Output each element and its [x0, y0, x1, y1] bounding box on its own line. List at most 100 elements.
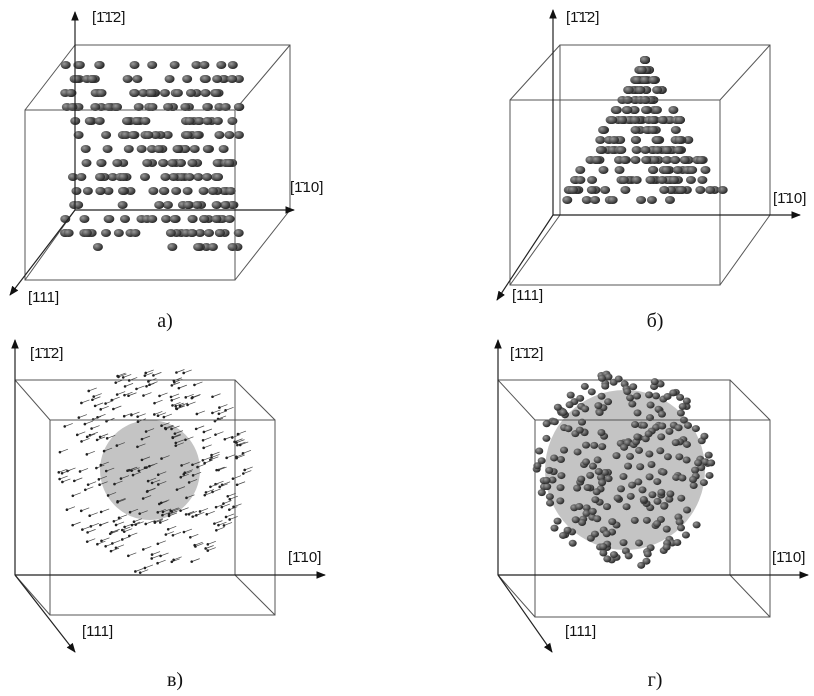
atom: [190, 145, 200, 153]
atom: [648, 166, 658, 174]
atom: [629, 383, 637, 390]
atom: [158, 159, 168, 167]
atom: [215, 529, 218, 532]
atom: [164, 427, 167, 430]
atom: [652, 106, 662, 114]
atom: [591, 531, 599, 538]
atom: [147, 480, 150, 483]
atom: [95, 117, 105, 125]
atom: [663, 544, 671, 551]
atom: [689, 476, 697, 483]
atom: [116, 393, 119, 396]
atom: [72, 494, 75, 497]
cluster-core: [100, 420, 200, 520]
atom: [619, 473, 627, 480]
atom: [661, 166, 671, 174]
atom: [156, 562, 159, 565]
atom: [632, 146, 642, 154]
atom: [659, 469, 667, 476]
atom: [86, 436, 89, 439]
atom: [589, 463, 597, 470]
atom: [139, 571, 142, 574]
atom: [104, 402, 107, 405]
atom: [124, 145, 134, 153]
atom: [157, 414, 160, 417]
atom: [157, 473, 160, 476]
atom: [193, 243, 203, 251]
axis-y-label: [111]: [512, 287, 543, 304]
atom: [203, 431, 206, 434]
atom: [631, 421, 639, 428]
atom: [213, 117, 223, 125]
atom: [196, 413, 199, 416]
atom: [140, 173, 150, 181]
atom: [112, 159, 122, 167]
atom: [694, 459, 702, 466]
atom: [120, 477, 123, 480]
atom: [185, 117, 195, 125]
atom: [216, 61, 226, 69]
atom: [601, 383, 609, 390]
atom: [143, 131, 153, 139]
atom: [215, 229, 225, 237]
atom: [171, 404, 174, 407]
atom: [556, 497, 564, 504]
atom: [679, 403, 687, 410]
atom: [658, 116, 668, 124]
atom: [599, 543, 607, 550]
atom: [572, 410, 580, 417]
atom: [113, 483, 116, 486]
atom: [98, 483, 101, 486]
cube-edge: [15, 380, 50, 420]
atom: [115, 524, 118, 527]
atom: [594, 402, 602, 409]
atom: [603, 503, 611, 510]
atom: [201, 75, 211, 83]
atom: [183, 201, 193, 209]
atom: [657, 489, 665, 496]
atom: [212, 201, 222, 209]
atom: [644, 550, 652, 557]
atom: [568, 186, 578, 194]
atom: [226, 495, 229, 498]
atom: [135, 388, 138, 391]
atom: [196, 466, 199, 469]
atom: [127, 555, 130, 558]
atom: [635, 539, 643, 546]
atom: [147, 215, 157, 223]
atom: [640, 496, 648, 503]
atom: [160, 424, 163, 427]
atom: [208, 187, 218, 195]
figure: [1̄1̄2][1̄10][111]а)[1̄1̄2][1̄10][111]б)…: [0, 0, 814, 696]
atom: [202, 459, 205, 462]
atom: [96, 416, 99, 419]
atom: [646, 473, 654, 480]
atom: [87, 75, 97, 83]
atom: [101, 131, 111, 139]
atom: [620, 186, 630, 194]
atom: [199, 187, 209, 195]
atom: [664, 393, 672, 400]
atom: [648, 76, 658, 84]
atom: [612, 106, 622, 114]
atom: [173, 381, 176, 384]
atom: [564, 425, 572, 432]
atom: [594, 456, 602, 463]
atom: [567, 392, 575, 399]
atom: [598, 479, 606, 486]
atom: [700, 166, 710, 174]
atom: [80, 402, 83, 405]
atom: [697, 176, 707, 184]
atom: [213, 173, 223, 181]
atom: [156, 511, 159, 514]
panel: [1̄1̄2][1̄10][111]г): [498, 340, 808, 691]
atom: [185, 173, 195, 181]
atom: [191, 515, 194, 518]
atom: [118, 201, 128, 209]
atom: [82, 229, 92, 237]
atom: [154, 145, 164, 153]
atom: [214, 433, 217, 436]
atom: [210, 454, 213, 457]
atom: [175, 371, 178, 374]
atom: [179, 476, 182, 479]
